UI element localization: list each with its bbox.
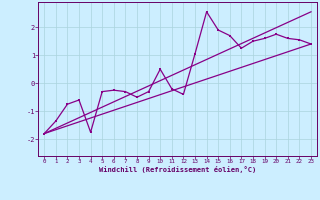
- X-axis label: Windchill (Refroidissement éolien,°C): Windchill (Refroidissement éolien,°C): [99, 166, 256, 173]
